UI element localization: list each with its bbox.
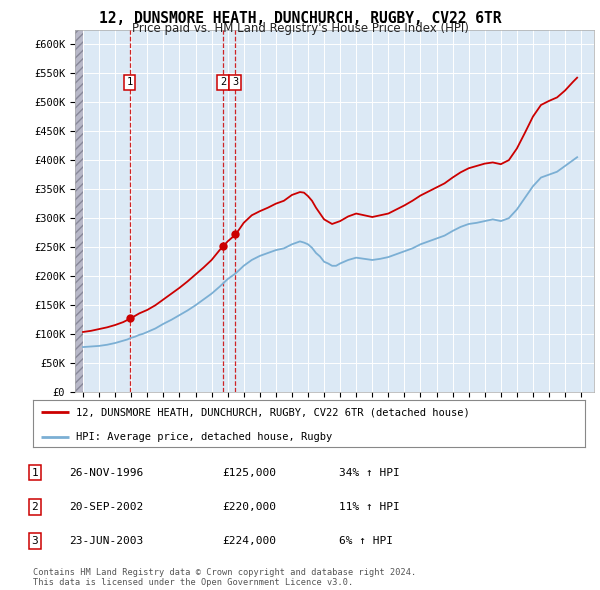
Text: £224,000: £224,000 [222, 536, 276, 546]
Text: 23-JUN-2003: 23-JUN-2003 [69, 536, 143, 546]
Text: 12, DUNSMORE HEATH, DUNCHURCH, RUGBY, CV22 6TR: 12, DUNSMORE HEATH, DUNCHURCH, RUGBY, CV… [99, 11, 501, 25]
Text: Price paid vs. HM Land Registry's House Price Index (HPI): Price paid vs. HM Land Registry's House … [131, 22, 469, 35]
Bar [75, 30, 83, 392]
Text: 1: 1 [31, 468, 38, 477]
Text: 2: 2 [220, 77, 226, 87]
Text: 34% ↑ HPI: 34% ↑ HPI [339, 468, 400, 477]
Text: 11% ↑ HPI: 11% ↑ HPI [339, 502, 400, 512]
Text: 3: 3 [31, 536, 38, 546]
Text: 12, DUNSMORE HEATH, DUNCHURCH, RUGBY, CV22 6TR (detached house): 12, DUNSMORE HEATH, DUNCHURCH, RUGBY, CV… [76, 407, 470, 417]
Text: This data is licensed under the Open Government Licence v3.0.: This data is licensed under the Open Gov… [33, 578, 353, 587]
Text: 26-NOV-1996: 26-NOV-1996 [69, 468, 143, 477]
Text: HPI: Average price, detached house, Rugby: HPI: Average price, detached house, Rugb… [76, 432, 332, 442]
Text: 3: 3 [232, 77, 238, 87]
Text: 1: 1 [127, 77, 133, 87]
Text: 20-SEP-2002: 20-SEP-2002 [69, 502, 143, 512]
Text: £125,000: £125,000 [222, 468, 276, 477]
Text: 6% ↑ HPI: 6% ↑ HPI [339, 536, 393, 546]
Text: Contains HM Land Registry data © Crown copyright and database right 2024.: Contains HM Land Registry data © Crown c… [33, 568, 416, 576]
Text: £220,000: £220,000 [222, 502, 276, 512]
Text: 2: 2 [31, 502, 38, 512]
